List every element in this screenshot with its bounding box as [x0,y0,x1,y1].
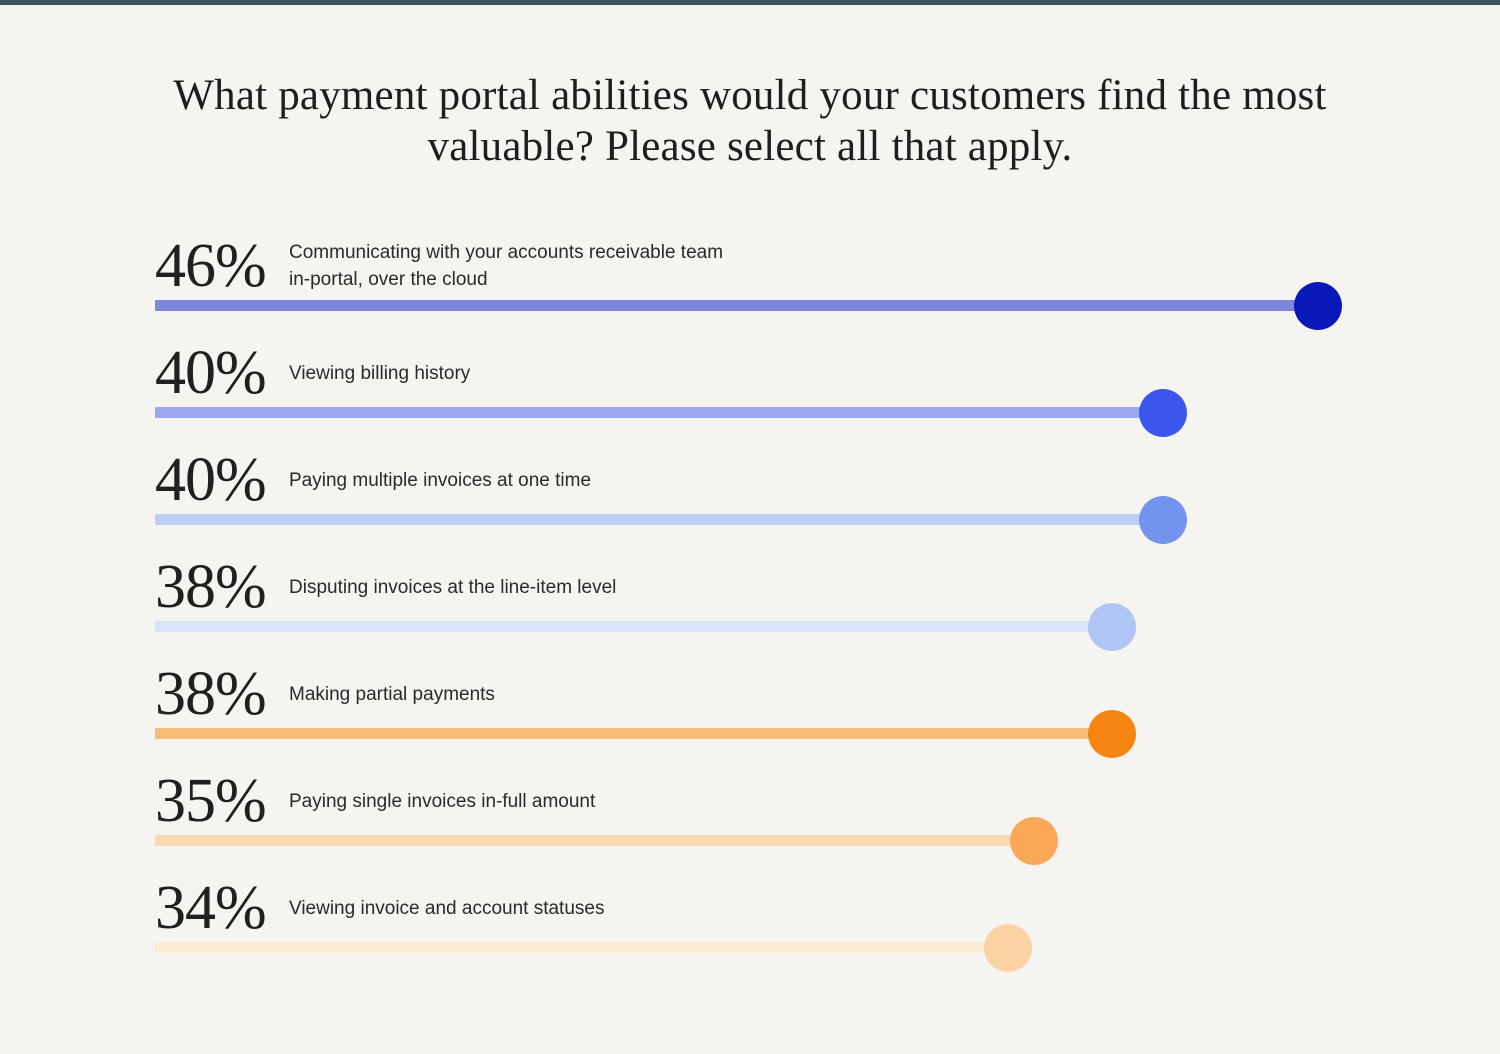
chart-row: 38% Making partial payments [155,659,1355,759]
page-title: What payment portal abilities would your… [173,72,1327,170]
chart-row: 38% Disputing invoices at the line-item … [155,552,1355,652]
bar-line [155,407,1164,419]
category-label: Communicating with your accounts receiva… [289,241,724,291]
bar-line [155,728,1112,740]
bar-dot [1139,389,1188,438]
value-label: 38% [155,659,267,728]
category-label: Viewing invoice and account statuses [289,897,605,919]
category-label: Disputing invoices at the line-item leve… [289,576,617,598]
bar-line [155,621,1112,633]
bar-line [155,300,1319,312]
lollipop-chart: 46% Communicating with your accounts rec… [155,231,1355,973]
value-label: 46% [155,231,267,300]
bar-dot [1087,603,1136,652]
chart-row: 34% Viewing invoice and account statuses [155,873,1355,973]
bar-line [155,835,1035,847]
chart-row: 46% Communicating with your accounts rec… [155,231,1355,331]
bar-dot [1087,710,1136,759]
value-label: 38% [155,552,267,621]
chart-row: 40% Viewing billing history [155,338,1355,438]
bar-dot [1294,282,1343,331]
bar-line [155,942,1009,954]
bar-dot [984,924,1033,973]
bar-dot [1010,817,1059,866]
chart-row: 35% Paying single invoices in-full amoun… [155,766,1355,866]
top-accent-bar [0,0,1500,5]
value-label: 34% [155,873,267,942]
value-label: 35% [155,766,267,835]
category-label: Paying multiple invoices at one time [289,469,592,491]
value-label: 40% [155,338,267,407]
category-label: Paying single invoices in-full amount [289,790,596,812]
value-label: 40% [155,445,267,514]
category-label: Viewing billing history [289,362,471,384]
category-label: Making partial payments [289,683,495,705]
bar-dot [1139,496,1188,545]
bar-line [155,514,1164,526]
chart-row: 40% Paying multiple invoices at one time [155,445,1355,545]
